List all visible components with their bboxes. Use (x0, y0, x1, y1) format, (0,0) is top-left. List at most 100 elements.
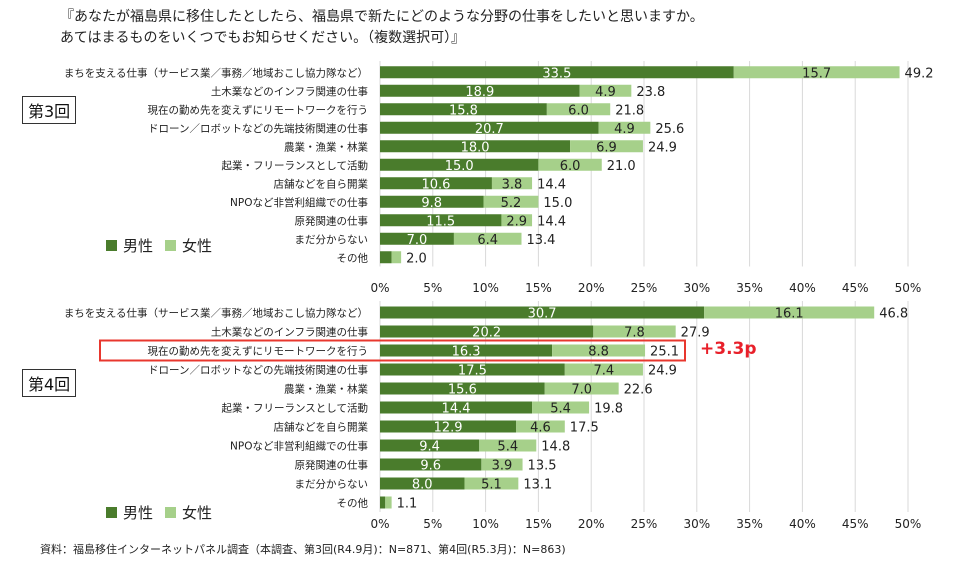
category-label: 農業・漁業・林業 (284, 140, 368, 153)
data-label-female: 5.2 (501, 196, 522, 211)
data-label-female: 5.4 (550, 402, 571, 417)
chart-title-line2: あてはまるものをいくつでもお知らせください。（複数選択可）』 (60, 30, 466, 46)
data-label-male: 15.0 (445, 159, 474, 174)
bar-male (380, 195, 484, 208)
bar-male (380, 140, 571, 153)
x-tick-label: 25% (631, 281, 658, 295)
data-label-total: 23.8 (636, 85, 665, 100)
x-tick-label: 5% (423, 281, 442, 295)
data-label-male: 14.4 (442, 402, 471, 417)
category-label: 現在の勤め先を変えずにリモートワークを行う (148, 345, 369, 358)
data-label-female: 16.1 (775, 307, 804, 322)
data-label-total: 1.1 (397, 497, 418, 512)
x-tick-label: 0% (370, 517, 389, 531)
category-label: まだ分からない (295, 479, 369, 491)
data-label-total: 15.0 (543, 196, 572, 211)
category-label: その他 (337, 497, 369, 510)
legend-round3: 男性 女性 (106, 235, 212, 256)
data-label-male: 16.3 (452, 345, 481, 360)
category-label: 起業・フリーランスとして活動 (222, 402, 368, 415)
category-label: まちを支える仕事（サービス業／事務／地域おこし協力隊など） (64, 307, 368, 320)
highlight-delta-label: +3.3p (700, 339, 757, 359)
x-tick-label: 40% (789, 517, 816, 531)
x-tick-label: 10% (472, 281, 499, 295)
data-label-female: 2.9 (506, 214, 527, 229)
bar-female (481, 458, 523, 471)
data-label-female: 4.9 (614, 122, 635, 137)
bar-female (464, 477, 519, 490)
x-tick-label: 50% (895, 281, 922, 295)
data-label-total: 14.4 (537, 177, 566, 192)
bar-female (538, 158, 602, 171)
legend-label-male: 男性 (123, 237, 154, 255)
data-label-male: 9.6 (420, 459, 441, 474)
legend-label-female: 女性 (182, 237, 213, 255)
data-label-female: 7.4 (594, 364, 615, 379)
data-label-female: 6.9 (596, 140, 617, 155)
bar-female (546, 103, 611, 116)
bar-female (532, 401, 590, 414)
bar-male (380, 420, 517, 433)
data-label-total: 24.9 (648, 140, 677, 155)
data-label-total: 22.6 (624, 383, 653, 398)
bar-male (380, 439, 480, 452)
data-label-female: 7.0 (571, 383, 592, 398)
x-tick-label: 30% (683, 281, 710, 295)
bar-male (380, 477, 465, 490)
x-tick-label: 10% (472, 517, 499, 531)
data-label-total: 13.1 (523, 478, 552, 493)
legend-label-female: 女性 (182, 504, 213, 522)
bar-female (704, 306, 875, 319)
data-label-total: 24.9 (648, 364, 677, 379)
data-label-female: 3.8 (502, 177, 523, 192)
bar-female (579, 84, 632, 97)
category-label: まだ分からない (295, 234, 369, 246)
category-label: その他 (337, 251, 369, 264)
data-label-total: 14.8 (541, 440, 570, 455)
x-tick-label: 5% (423, 517, 442, 531)
data-label-female: 6.4 (477, 233, 498, 248)
bar-female (501, 214, 533, 227)
category-label: 店舗などを自ら開業 (274, 177, 369, 190)
data-label-female: 8.8 (588, 345, 609, 360)
bar-male (380, 158, 539, 171)
bar-female (598, 121, 651, 134)
data-label-male: 20.2 (472, 326, 501, 341)
bar-male (380, 66, 734, 79)
x-tick-label: 45% (842, 281, 869, 295)
legend-swatch-male (106, 507, 117, 518)
bar-female (483, 195, 539, 208)
legend-swatch-female (165, 240, 177, 251)
bar-male (380, 382, 545, 395)
category-label: 農業・漁業・林業 (284, 383, 368, 396)
data-label-male: 15.8 (449, 103, 478, 118)
bar-female (544, 382, 619, 395)
category-label: 土木業などのインフラ関連の仕事 (211, 326, 369, 339)
legend-label-male: 男性 (123, 504, 154, 522)
category-label: NPOなど非営利組織での仕事 (230, 440, 368, 453)
category-label: 原発関連の仕事 (295, 214, 369, 227)
x-tick-label: 30% (683, 517, 710, 531)
panel-label-round3: 第3回 (22, 96, 77, 124)
category-label: 現在の勤め先を変えずにリモートワークを行う (148, 103, 369, 116)
data-label-female: 7.8 (624, 326, 645, 341)
data-label-female: 6.0 (560, 159, 581, 174)
bar-female (570, 140, 643, 153)
x-tick-label: 20% (578, 281, 605, 295)
bar-female (564, 363, 643, 376)
data-label-male: 18.9 (465, 85, 494, 100)
data-label-male: 9.4 (419, 440, 440, 455)
data-label-total: 25.1 (650, 345, 679, 360)
data-label-total: 46.8 (879, 307, 908, 322)
data-label-total: 25.6 (655, 122, 684, 137)
data-label-male: 10.6 (421, 177, 450, 192)
data-label-total: 17.5 (570, 421, 599, 436)
category-label: NPOなど非営利組織での仕事 (230, 196, 368, 209)
legend-round4: 男性 女性 (106, 502, 212, 523)
bar-male (380, 401, 533, 414)
bar-male (380, 363, 565, 376)
data-label-total: 13.4 (527, 233, 556, 248)
bar-female (391, 251, 402, 264)
bar-male (380, 325, 594, 338)
data-label-total: 2.0 (406, 251, 427, 266)
